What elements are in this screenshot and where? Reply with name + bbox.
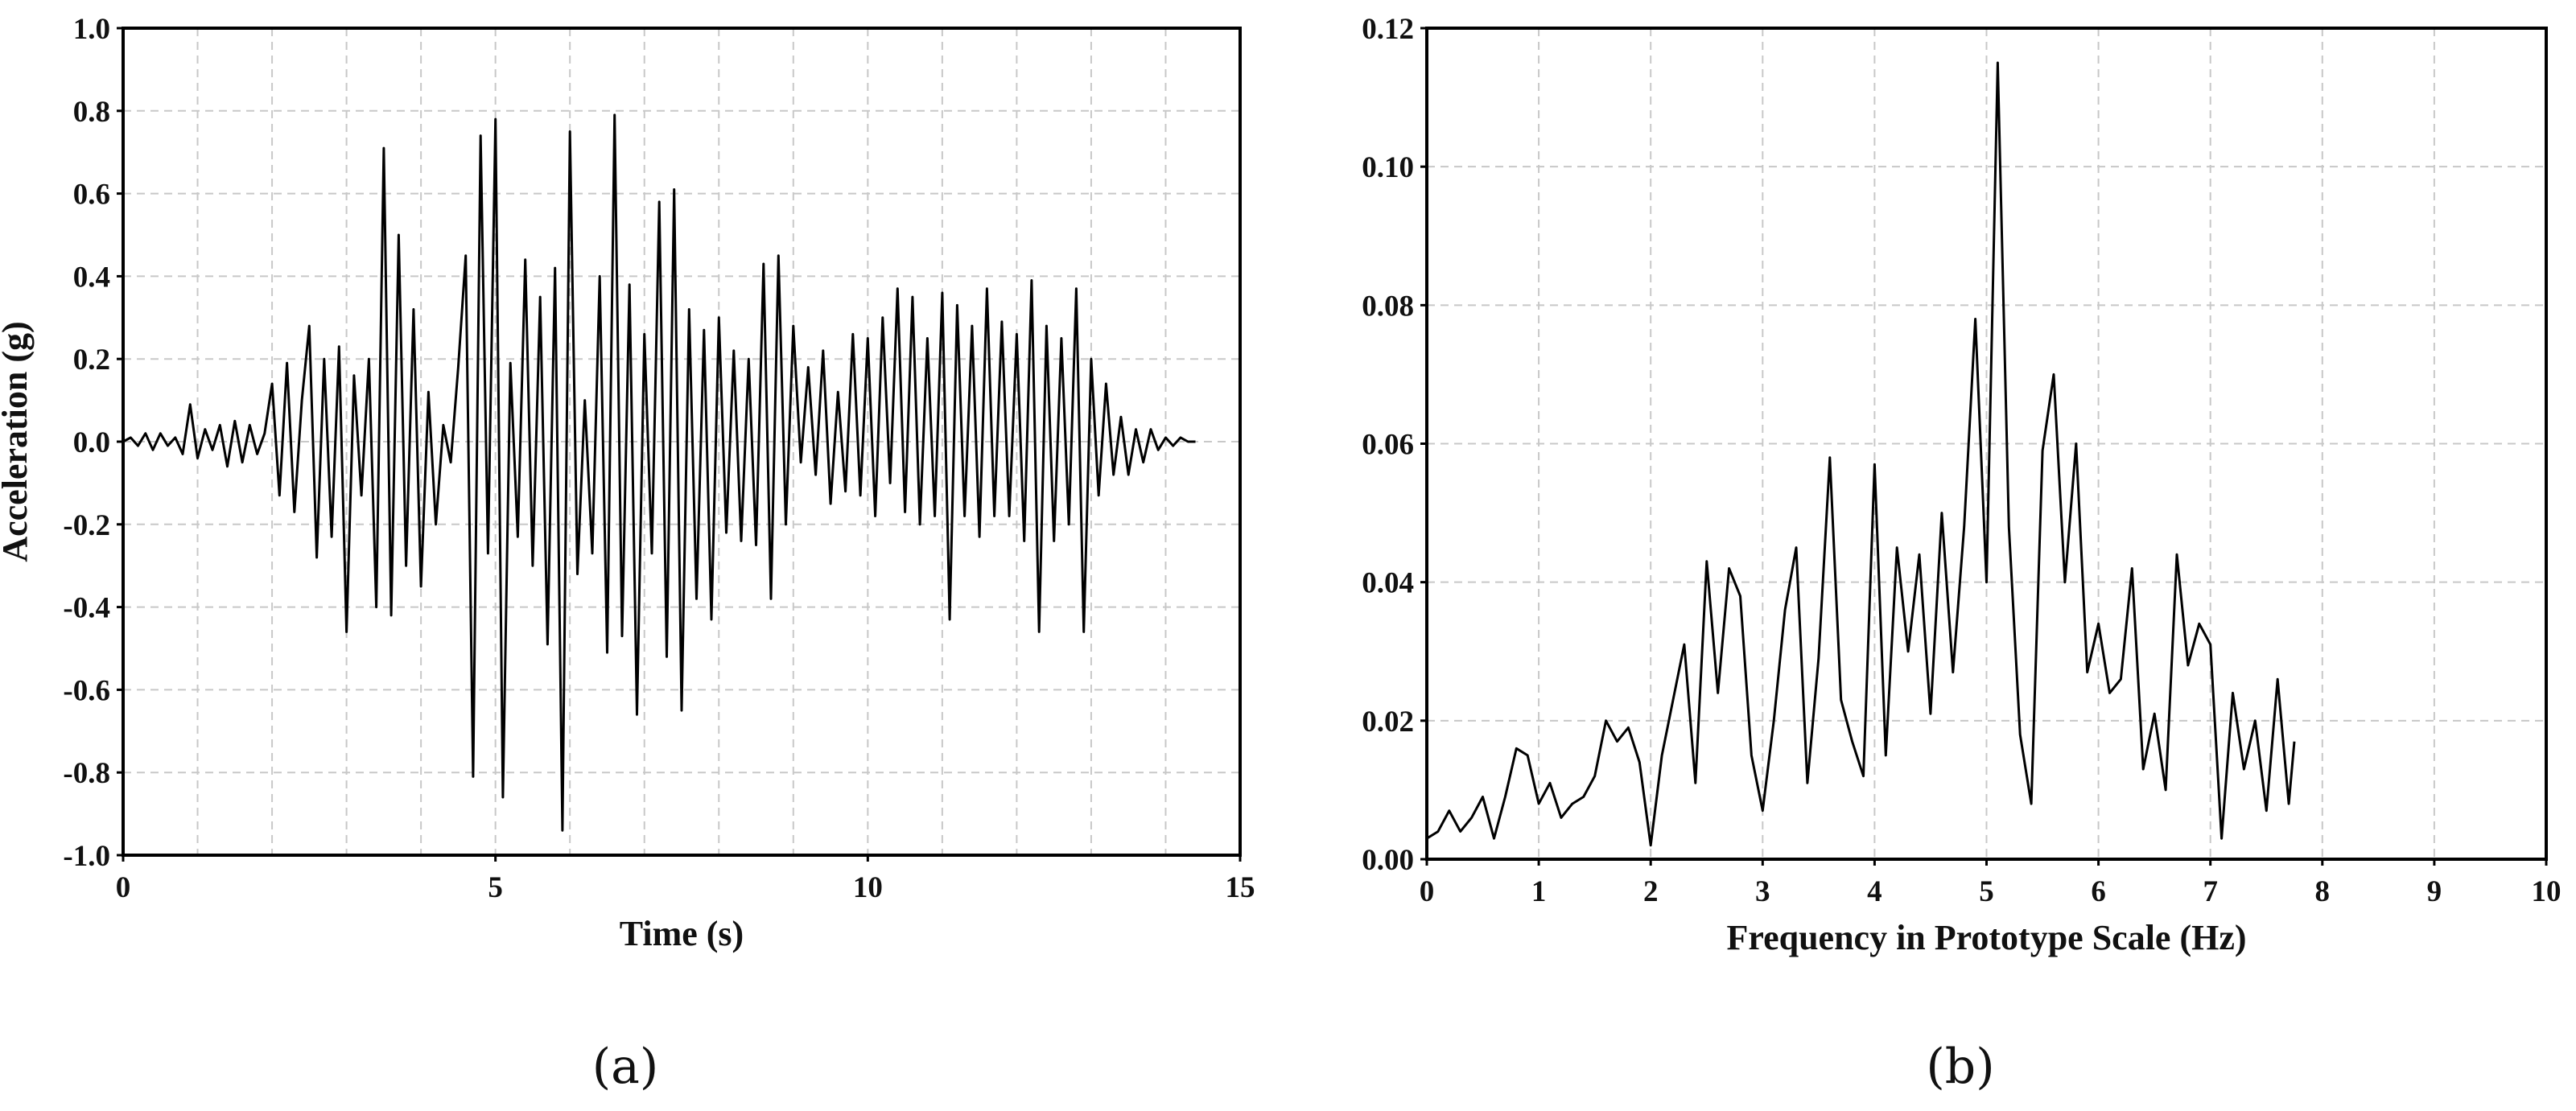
x-tick-label: 3 bbox=[1755, 875, 1770, 908]
y-tick-label: 0.6 bbox=[73, 179, 110, 212]
y-tick-label: 0.12 bbox=[1362, 13, 1414, 46]
chart-a-acceleration-time: 0 5 10 15 -1.0 -0.8 -0.6 -0.4 -0.2 0.0 0.2 0.4 0.6 0.… bbox=[0, 13, 1255, 953]
panel-label-a: (a) bbox=[592, 1039, 659, 1095]
x-tick-label: 0 bbox=[116, 871, 131, 904]
y-tick-label: -0.2 bbox=[63, 509, 110, 542]
x-tick-label: 7 bbox=[2203, 875, 2218, 908]
y-tick-label: 1.0 bbox=[73, 13, 110, 46]
y-tick-label: 0.02 bbox=[1362, 706, 1414, 739]
y-tick-label: 0.04 bbox=[1362, 567, 1414, 600]
y-tick-label: 0.10 bbox=[1362, 151, 1414, 184]
x-tick-label: 2 bbox=[1643, 875, 1659, 908]
panel-label-b: (b) bbox=[1926, 1039, 1994, 1095]
y-tick-label: 0.8 bbox=[73, 96, 110, 129]
x-axis-label: Time (s) bbox=[620, 914, 744, 953]
y-tick-label: -0.8 bbox=[63, 757, 110, 790]
y-tick-label: 0.4 bbox=[73, 261, 110, 294]
y-tick-label: 0.00 bbox=[1362, 844, 1414, 877]
x-tick-label: 6 bbox=[2091, 875, 2106, 908]
x-tick-label: 15 bbox=[1226, 871, 1255, 904]
data-series-line bbox=[122, 113, 1196, 832]
x-tick-label: 5 bbox=[1979, 875, 1994, 908]
x-tick-label: 10 bbox=[853, 871, 883, 904]
x-tick-label: 10 bbox=[2532, 875, 2562, 908]
y-axis-label: Acceleration (g) bbox=[0, 321, 35, 562]
chart-b-frequency-spectrum: 0 1 2 3 4 5 6 7 8 9 10 0.00 0.02 0.04 0.06 0.08 0.10 0.12… bbox=[1362, 13, 2561, 957]
y-tick-label: -0.6 bbox=[63, 674, 110, 707]
y-tick-label: 0.0 bbox=[73, 426, 110, 459]
x-tick-label: 0 bbox=[1420, 875, 1435, 908]
x-tick-label: 9 bbox=[2427, 875, 2442, 908]
y-tick-label: -0.4 bbox=[63, 592, 110, 625]
x-tick-label: 1 bbox=[1531, 875, 1547, 908]
y-tick-label: 0.06 bbox=[1362, 429, 1414, 462]
y-tick-label: 0.2 bbox=[73, 344, 110, 377]
y-tick-label: 0.08 bbox=[1362, 290, 1414, 323]
x-tick-label: 5 bbox=[488, 871, 503, 904]
y-tick-label: -1.0 bbox=[63, 840, 110, 873]
x-axis-label: Frequency in Prototype Scale (Hz) bbox=[1726, 918, 2246, 957]
x-tick-label: 8 bbox=[2315, 875, 2331, 908]
data-series-line bbox=[1426, 61, 2296, 847]
x-tick-label: 4 bbox=[1867, 875, 1882, 908]
